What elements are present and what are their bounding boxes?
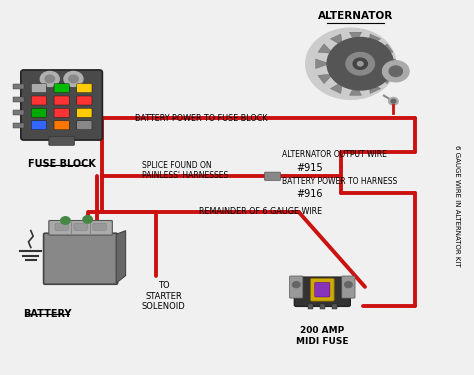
FancyBboxPatch shape xyxy=(54,96,69,105)
Text: BATTERY: BATTERY xyxy=(23,309,72,320)
Text: 6 GAUGE WIRE IN ALTERNATOR KIT: 6 GAUGE WIRE IN ALTERNATOR KIT xyxy=(455,146,460,267)
FancyBboxPatch shape xyxy=(31,121,46,130)
Circle shape xyxy=(40,71,59,87)
FancyBboxPatch shape xyxy=(310,278,334,301)
Circle shape xyxy=(327,38,393,90)
FancyBboxPatch shape xyxy=(31,96,46,105)
FancyBboxPatch shape xyxy=(315,282,330,297)
FancyBboxPatch shape xyxy=(54,121,69,130)
Circle shape xyxy=(346,53,374,75)
Polygon shape xyxy=(316,59,329,69)
Polygon shape xyxy=(349,32,362,43)
FancyBboxPatch shape xyxy=(342,276,355,298)
FancyBboxPatch shape xyxy=(31,84,46,93)
Circle shape xyxy=(292,282,300,288)
Circle shape xyxy=(345,282,352,288)
Text: SPLICE FOUND ON
PAINLESS' HARNESSES: SPLICE FOUND ON PAINLESS' HARNESSES xyxy=(142,161,228,180)
Polygon shape xyxy=(330,34,342,46)
FancyBboxPatch shape xyxy=(93,224,106,230)
FancyBboxPatch shape xyxy=(31,108,46,117)
Bar xyxy=(320,304,325,309)
Text: BATTERY POWER TO HARNESS: BATTERY POWER TO HARNESS xyxy=(282,177,397,186)
FancyBboxPatch shape xyxy=(294,277,350,306)
FancyBboxPatch shape xyxy=(49,136,74,146)
FancyBboxPatch shape xyxy=(264,172,281,180)
Circle shape xyxy=(61,217,70,224)
Text: #916: #916 xyxy=(296,189,323,200)
Circle shape xyxy=(391,99,396,103)
FancyBboxPatch shape xyxy=(54,108,69,117)
Text: ALTERNATOR: ALTERNATOR xyxy=(318,10,393,21)
Bar xyxy=(308,304,313,309)
Polygon shape xyxy=(318,44,333,54)
Text: #915: #915 xyxy=(296,163,323,173)
Text: 200 AMP
MIDI FUSE: 200 AMP MIDI FUSE xyxy=(296,326,348,346)
Polygon shape xyxy=(368,34,381,46)
Polygon shape xyxy=(382,59,395,69)
Polygon shape xyxy=(116,231,126,283)
Polygon shape xyxy=(330,82,342,93)
Text: BATTERY POWER TO FUSE BLOCK: BATTERY POWER TO FUSE BLOCK xyxy=(135,114,268,123)
Circle shape xyxy=(64,71,83,87)
Text: REMAINDER OF 6 GAUGE WIRE: REMAINDER OF 6 GAUGE WIRE xyxy=(199,207,322,216)
FancyBboxPatch shape xyxy=(290,276,303,298)
Circle shape xyxy=(353,58,367,69)
Circle shape xyxy=(69,75,78,83)
Polygon shape xyxy=(378,74,393,84)
FancyBboxPatch shape xyxy=(77,121,92,130)
Circle shape xyxy=(389,66,402,76)
FancyBboxPatch shape xyxy=(74,224,87,230)
FancyBboxPatch shape xyxy=(21,70,102,140)
Polygon shape xyxy=(368,82,381,93)
Circle shape xyxy=(45,75,55,83)
Text: ALTERNATOR OUTPUT WIRE: ALTERNATOR OUTPUT WIRE xyxy=(282,150,387,159)
Circle shape xyxy=(306,28,396,99)
Bar xyxy=(13,110,24,115)
Bar xyxy=(13,97,24,102)
FancyBboxPatch shape xyxy=(77,96,92,105)
FancyBboxPatch shape xyxy=(77,108,92,117)
Bar xyxy=(13,123,24,128)
Bar xyxy=(13,84,24,89)
FancyBboxPatch shape xyxy=(77,84,92,93)
FancyBboxPatch shape xyxy=(54,84,69,93)
Circle shape xyxy=(383,61,409,82)
FancyBboxPatch shape xyxy=(44,233,118,284)
Polygon shape xyxy=(378,44,393,54)
FancyBboxPatch shape xyxy=(49,220,112,235)
Text: FUSE BLOCK: FUSE BLOCK xyxy=(27,159,96,170)
Bar xyxy=(332,304,337,309)
FancyBboxPatch shape xyxy=(55,224,68,230)
Polygon shape xyxy=(318,74,333,84)
Text: TO
STARTER
SOLENOID: TO STARTER SOLENOID xyxy=(142,281,185,311)
Circle shape xyxy=(389,98,398,105)
Circle shape xyxy=(357,62,363,66)
Circle shape xyxy=(83,216,92,223)
Polygon shape xyxy=(349,84,362,95)
